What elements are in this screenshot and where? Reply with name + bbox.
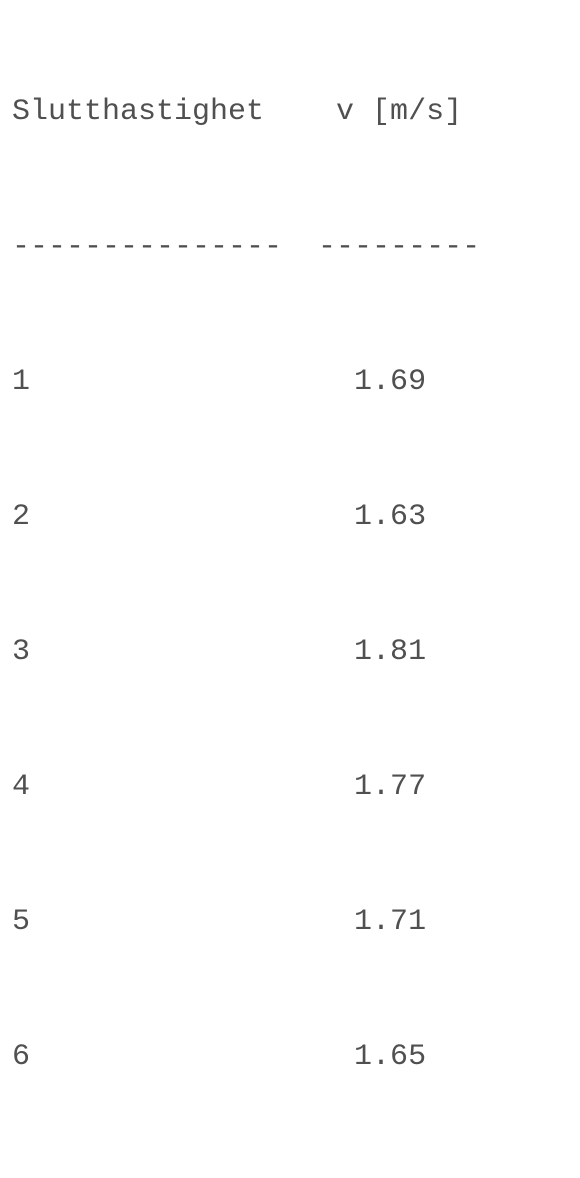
table-separator: --------------- --------- [12, 230, 481, 264]
table-row: 3 1.81 [12, 635, 427, 669]
table-row: 5 1.71 [12, 905, 427, 939]
table-row: 7 1.71 [12, 1170, 480, 1178]
table-header: Slutthastighet v [m/s] [12, 95, 463, 129]
table-row: 1 1.69 [12, 365, 427, 399]
table-row: 2 1.63 [12, 500, 427, 534]
table-row: 6 1.65 [12, 1040, 427, 1074]
table-row: 4 1.77 [12, 770, 427, 804]
text-output: Slutthastighet v [m/s] --------------- -… [12, 0, 480, 1178]
